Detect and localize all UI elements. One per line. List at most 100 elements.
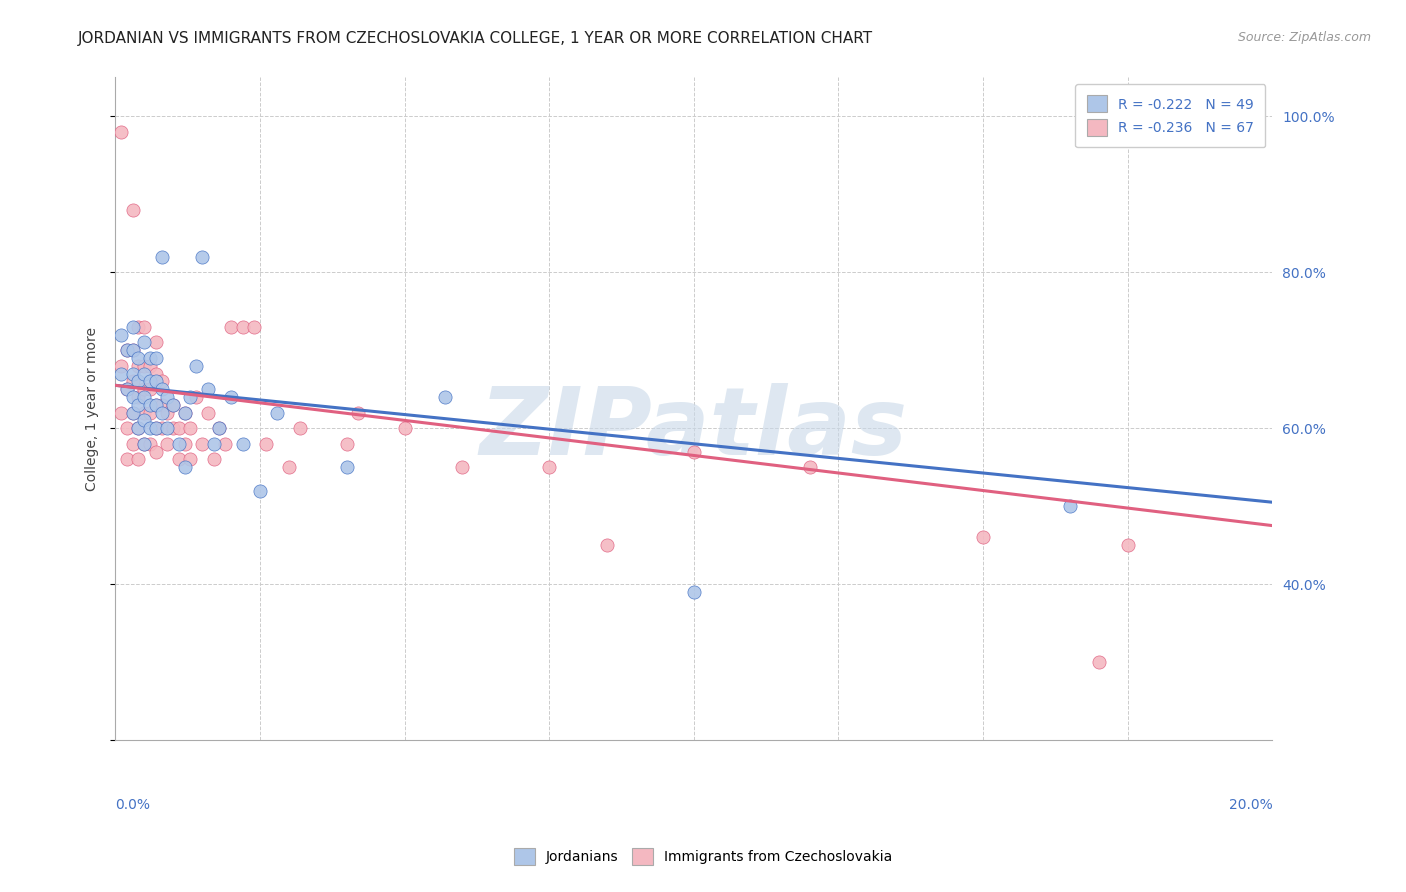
Point: [1116, 538, 1139, 552]
Text: JORDANIAN VS IMMIGRANTS FROM CZECHOSLOVAKIA COLLEGE, 1 YEAR OR MORE CORRELATION : JORDANIAN VS IMMIGRANTS FROM CZECHOSLOVA…: [77, 31, 873, 46]
Point: [115, 421, 138, 435]
Point: [150, 250, 173, 264]
Point: [115, 382, 138, 396]
Point: [121, 437, 143, 451]
Point: [121, 343, 143, 358]
Point: [127, 390, 149, 404]
Point: [232, 437, 254, 451]
Point: [127, 398, 149, 412]
Point: [596, 538, 619, 552]
Text: ZIPatlas: ZIPatlas: [479, 383, 908, 475]
Point: [145, 398, 167, 412]
Point: [277, 460, 299, 475]
Point: [139, 375, 162, 389]
Point: [121, 375, 143, 389]
Point: [156, 406, 179, 420]
Point: [150, 382, 173, 396]
Point: [682, 585, 704, 599]
Point: [127, 359, 149, 373]
Point: [394, 421, 416, 435]
Point: [127, 421, 149, 435]
Point: [134, 382, 156, 396]
Point: [167, 421, 190, 435]
Point: [682, 444, 704, 458]
Point: [179, 421, 201, 435]
Point: [127, 421, 149, 435]
Point: [145, 421, 167, 435]
Point: [232, 319, 254, 334]
Point: [186, 359, 208, 373]
Point: [110, 406, 132, 420]
Point: [121, 367, 143, 381]
Point: [127, 375, 149, 389]
Point: [121, 390, 143, 404]
Point: [127, 351, 149, 365]
Point: [145, 335, 167, 350]
Legend: R = -0.222   N = 49, R = -0.236   N = 67: R = -0.222 N = 49, R = -0.236 N = 67: [1076, 85, 1265, 147]
Point: [219, 319, 242, 334]
Point: [162, 421, 184, 435]
Point: [347, 406, 370, 420]
Point: [134, 359, 156, 373]
Point: [110, 367, 132, 381]
Point: [202, 437, 225, 451]
Point: [121, 343, 143, 358]
Point: [538, 460, 561, 475]
Point: [197, 406, 219, 420]
Point: [121, 406, 143, 420]
Point: [115, 382, 138, 396]
Point: [115, 343, 138, 358]
Point: [121, 406, 143, 420]
Point: [134, 413, 156, 427]
Text: 0.0%: 0.0%: [115, 798, 150, 813]
Point: [134, 437, 156, 451]
Point: [167, 452, 190, 467]
Legend: Jordanians, Immigrants from Czechoslovakia: Jordanians, Immigrants from Czechoslovak…: [502, 837, 904, 876]
Point: [121, 319, 143, 334]
Point: [173, 460, 195, 475]
Point: [336, 460, 359, 475]
Point: [139, 421, 162, 435]
Point: [214, 437, 236, 451]
Point: [451, 460, 474, 475]
Point: [139, 359, 162, 373]
Text: 20.0%: 20.0%: [1229, 798, 1272, 813]
Point: [110, 125, 132, 139]
Point: [191, 437, 214, 451]
Point: [208, 421, 231, 435]
Point: [145, 421, 167, 435]
Point: [156, 390, 179, 404]
Point: [139, 351, 162, 365]
Point: [150, 398, 173, 412]
Point: [134, 437, 156, 451]
Point: [156, 421, 179, 435]
Point: [243, 319, 266, 334]
Point: [167, 437, 190, 451]
Point: [115, 452, 138, 467]
Point: [162, 398, 184, 412]
Point: [121, 202, 143, 217]
Point: [110, 359, 132, 373]
Point: [173, 437, 195, 451]
Point: [139, 406, 162, 420]
Point: [254, 437, 277, 451]
Point: [145, 398, 167, 412]
Point: [139, 398, 162, 412]
Y-axis label: College, 1 year or more: College, 1 year or more: [86, 326, 100, 491]
Point: [134, 319, 156, 334]
Point: [191, 250, 214, 264]
Point: [1088, 655, 1111, 669]
Point: [145, 444, 167, 458]
Point: [139, 437, 162, 451]
Point: [127, 452, 149, 467]
Point: [150, 375, 173, 389]
Point: [173, 406, 195, 420]
Point: [972, 530, 994, 544]
Point: [799, 460, 821, 475]
Point: [1059, 499, 1081, 513]
Point: [127, 319, 149, 334]
Point: [434, 390, 457, 404]
Point: [134, 335, 156, 350]
Point: [186, 390, 208, 404]
Point: [179, 390, 201, 404]
